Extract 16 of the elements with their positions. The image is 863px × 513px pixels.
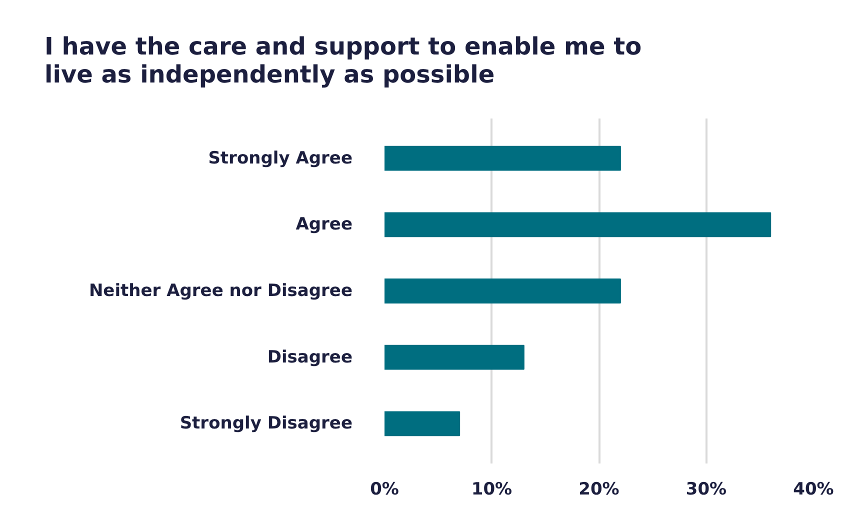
chart-title: I have the care and support to enable me to live as independently as possible	[44, 32, 642, 88]
x-tick-label: 40%	[793, 480, 834, 500]
bar	[384, 146, 621, 171]
x-tick-label: 0%	[370, 480, 399, 500]
bar	[384, 344, 524, 370]
x-tick-label: 10%	[471, 480, 512, 500]
bar	[384, 212, 772, 238]
y-tick-label: Disagree	[267, 347, 353, 368]
x-tick-label: 30%	[686, 480, 727, 500]
y-tick-label: Neither Agree nor Disagree	[88, 281, 353, 301]
bar	[384, 411, 460, 436]
x-tick-label: 20%	[578, 480, 620, 500]
y-tick-label: Strongly Disagree	[180, 414, 353, 434]
y-tick-label: Strongly Agree	[208, 148, 353, 168]
y-tick-label: Agree	[296, 214, 353, 235]
bar	[384, 278, 621, 304]
